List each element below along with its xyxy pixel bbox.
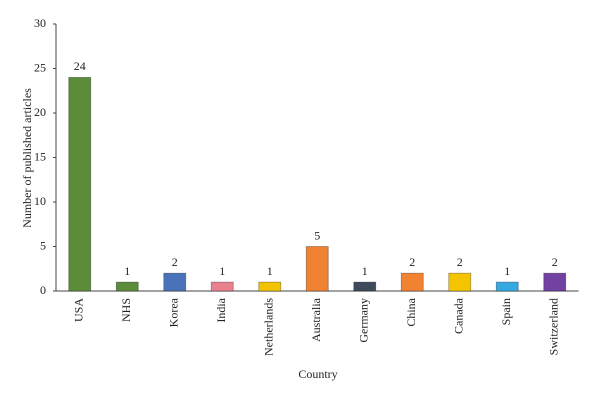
data-label: 2 [457, 255, 463, 269]
bar [353, 281, 377, 292]
bar [258, 281, 282, 292]
bar [543, 272, 567, 292]
bar [448, 272, 472, 292]
bar [210, 281, 234, 292]
y-axis-title: Number of published articles [20, 88, 34, 228]
x-tick-label: China [404, 297, 418, 326]
data-label: 2 [172, 255, 178, 269]
y-tick-label: 0 [40, 283, 46, 297]
data-label: 24 [74, 59, 86, 73]
bar [400, 272, 424, 292]
data-label: 1 [219, 264, 225, 278]
y-tick-label: 30 [34, 16, 46, 30]
bar [163, 272, 187, 292]
bar [115, 281, 139, 292]
data-label: 1 [124, 264, 130, 278]
x-tick-label: USA [72, 298, 86, 322]
y-tick-label: 20 [34, 105, 46, 119]
y-tick-label: 15 [34, 149, 46, 163]
y-tick-label: 5 [40, 238, 46, 252]
x-tick-label: Korea [167, 297, 181, 327]
data-label: 2 [409, 255, 415, 269]
x-tick-label: Canada [452, 297, 466, 334]
x-tick-label: India [214, 297, 228, 322]
y-tick-label: 10 [34, 194, 46, 208]
x-tick-label: NHS [119, 298, 133, 322]
data-label: 1 [267, 264, 273, 278]
data-label: 2 [552, 255, 558, 269]
x-tick-label: Germany [357, 298, 371, 343]
x-tick-label: Netherlands [262, 298, 276, 356]
data-label: 1 [504, 264, 510, 278]
bar [68, 77, 92, 292]
bar [495, 281, 519, 292]
x-tick-label: Spain [499, 298, 513, 325]
x-tick-label: Switzerland [547, 298, 561, 355]
data-label: 5 [314, 228, 320, 242]
x-axis-title: Country [298, 367, 337, 381]
x-tick-label: Australia [309, 297, 323, 342]
y-tick-label: 25 [34, 60, 46, 74]
bar [305, 246, 329, 292]
data-label: 1 [362, 264, 368, 278]
